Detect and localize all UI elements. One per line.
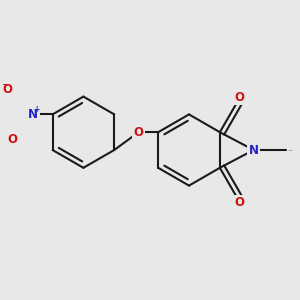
Text: O: O bbox=[2, 83, 12, 96]
Text: N: N bbox=[28, 108, 38, 121]
Text: O: O bbox=[234, 196, 244, 209]
Text: −: − bbox=[1, 80, 8, 89]
Text: N: N bbox=[249, 143, 259, 157]
Text: O: O bbox=[7, 133, 17, 146]
Text: +: + bbox=[34, 105, 40, 114]
Text: O: O bbox=[134, 126, 144, 139]
Text: O: O bbox=[234, 91, 244, 104]
Text: methyl: methyl bbox=[289, 149, 294, 151]
